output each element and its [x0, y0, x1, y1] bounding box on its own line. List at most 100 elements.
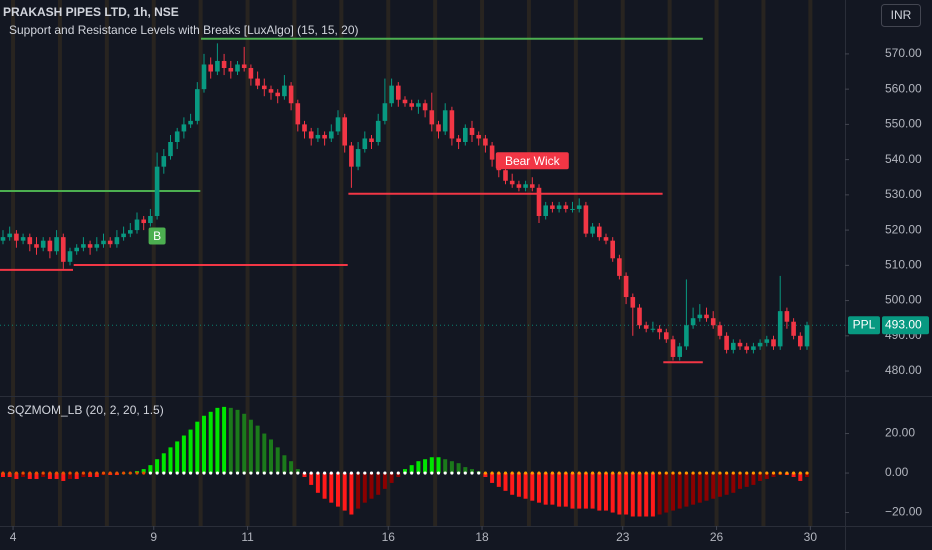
squeeze-dot [570, 471, 575, 475]
time-tick-label: 11 [241, 530, 254, 544]
candle-body [81, 244, 86, 248]
time-tick-label: 23 [616, 530, 630, 544]
currency-button[interactable] [881, 4, 921, 27]
momentum-bar [523, 473, 528, 499]
squeeze-dot [135, 471, 139, 475]
momentum-bar [738, 473, 742, 489]
momentum-bar [322, 473, 327, 499]
momentum-bar [805, 473, 809, 477]
candle-body [61, 237, 66, 262]
price-tick-label: 540.00 [885, 152, 922, 166]
candle-body [637, 307, 642, 326]
momentum-bar [382, 473, 387, 489]
session-break [480, 0, 485, 526]
squeeze-dot [718, 471, 722, 475]
session-break [620, 0, 625, 526]
momentum-bar [510, 473, 515, 495]
momentum-bar [470, 469, 474, 474]
squeeze-dot [14, 471, 18, 475]
annotation-box [495, 152, 569, 170]
squeeze-dot [792, 471, 796, 475]
candle-body [154, 166, 160, 216]
squeeze-dot [101, 471, 106, 475]
squeeze-dot [530, 471, 534, 475]
osc-tick-label: 20.00 [885, 426, 915, 440]
squeeze-dot [745, 471, 749, 475]
time-tick-label: 18 [475, 530, 489, 544]
squeeze-dot [785, 471, 789, 475]
squeeze-dot [61, 471, 65, 475]
candle-body [798, 335, 803, 347]
squeeze-dot [229, 471, 233, 475]
candle-body [509, 180, 515, 185]
momentum-bar [758, 473, 763, 481]
session-break [761, 0, 766, 526]
squeeze-dot [778, 471, 782, 475]
session-break [292, 0, 297, 526]
momentum-bar [597, 473, 602, 511]
squeeze-dot [423, 471, 427, 475]
candle-body [255, 78, 260, 86]
candle-body [791, 321, 796, 336]
momentum-bar [14, 473, 19, 479]
candle-body [416, 103, 421, 107]
momentum-bar [657, 473, 662, 515]
squeeze-dot [343, 471, 347, 475]
momentum-bar [798, 473, 803, 481]
squeeze-dot [577, 471, 581, 475]
momentum-bar [496, 473, 501, 487]
price-tick-label: 500.00 [885, 293, 922, 307]
squeeze-dot [282, 471, 286, 475]
squeeze-dot [564, 471, 568, 475]
annotation-label: B [153, 229, 161, 243]
squeeze-dot [684, 471, 689, 475]
momentum-bar [255, 425, 260, 474]
candle-body [228, 68, 234, 72]
squeeze-dot [21, 471, 25, 475]
momentum-bar [416, 461, 421, 474]
session-break [386, 0, 391, 526]
candle-body [731, 342, 736, 350]
momentum-bar [329, 473, 334, 503]
last-price-label: 493.00 [885, 317, 922, 331]
squeeze-dot [41, 471, 45, 475]
squeeze-dot [510, 471, 514, 475]
squeeze-dot [805, 471, 809, 475]
price-tick-label: 520.00 [885, 222, 922, 236]
candle-body [335, 117, 341, 132]
candle-body [181, 124, 187, 132]
chart-title: PRAKASH PIPES LTD, 1h, NSE [3, 5, 179, 19]
squeeze-dot [503, 471, 508, 475]
candle-body [141, 219, 146, 224]
candle-body [757, 342, 763, 347]
momentum-bar [731, 473, 736, 493]
momentum-bar [7, 473, 12, 477]
squeeze-dot [122, 471, 126, 475]
candle-body [590, 226, 595, 234]
momentum-bar [443, 459, 448, 474]
squeeze-dot [644, 471, 648, 475]
momentum-bar [583, 473, 588, 509]
momentum-bar [650, 473, 655, 517]
momentum-bar [463, 467, 468, 474]
candle-body [40, 240, 46, 248]
momentum-bar [295, 469, 300, 474]
session-break [808, 0, 813, 526]
squeeze-dot [698, 471, 702, 475]
session-break [714, 0, 719, 526]
candle-body [429, 110, 435, 125]
candle-body [315, 134, 321, 139]
squeeze-dot [182, 471, 186, 475]
candle-body [771, 339, 776, 347]
candle-body [148, 215, 153, 224]
squeeze-dot [517, 471, 521, 475]
squeeze-dot [162, 471, 166, 475]
session-break [573, 0, 578, 526]
momentum-bar [590, 473, 595, 509]
oscillator-title: SQZMOM_LB (20, 2, 20, 1.5) [7, 403, 164, 417]
currency-label[interactable]: INR [891, 8, 912, 22]
candle-body [282, 85, 287, 97]
candle-body [804, 325, 810, 347]
candle-body [208, 64, 213, 72]
momentum-bar [691, 473, 696, 505]
